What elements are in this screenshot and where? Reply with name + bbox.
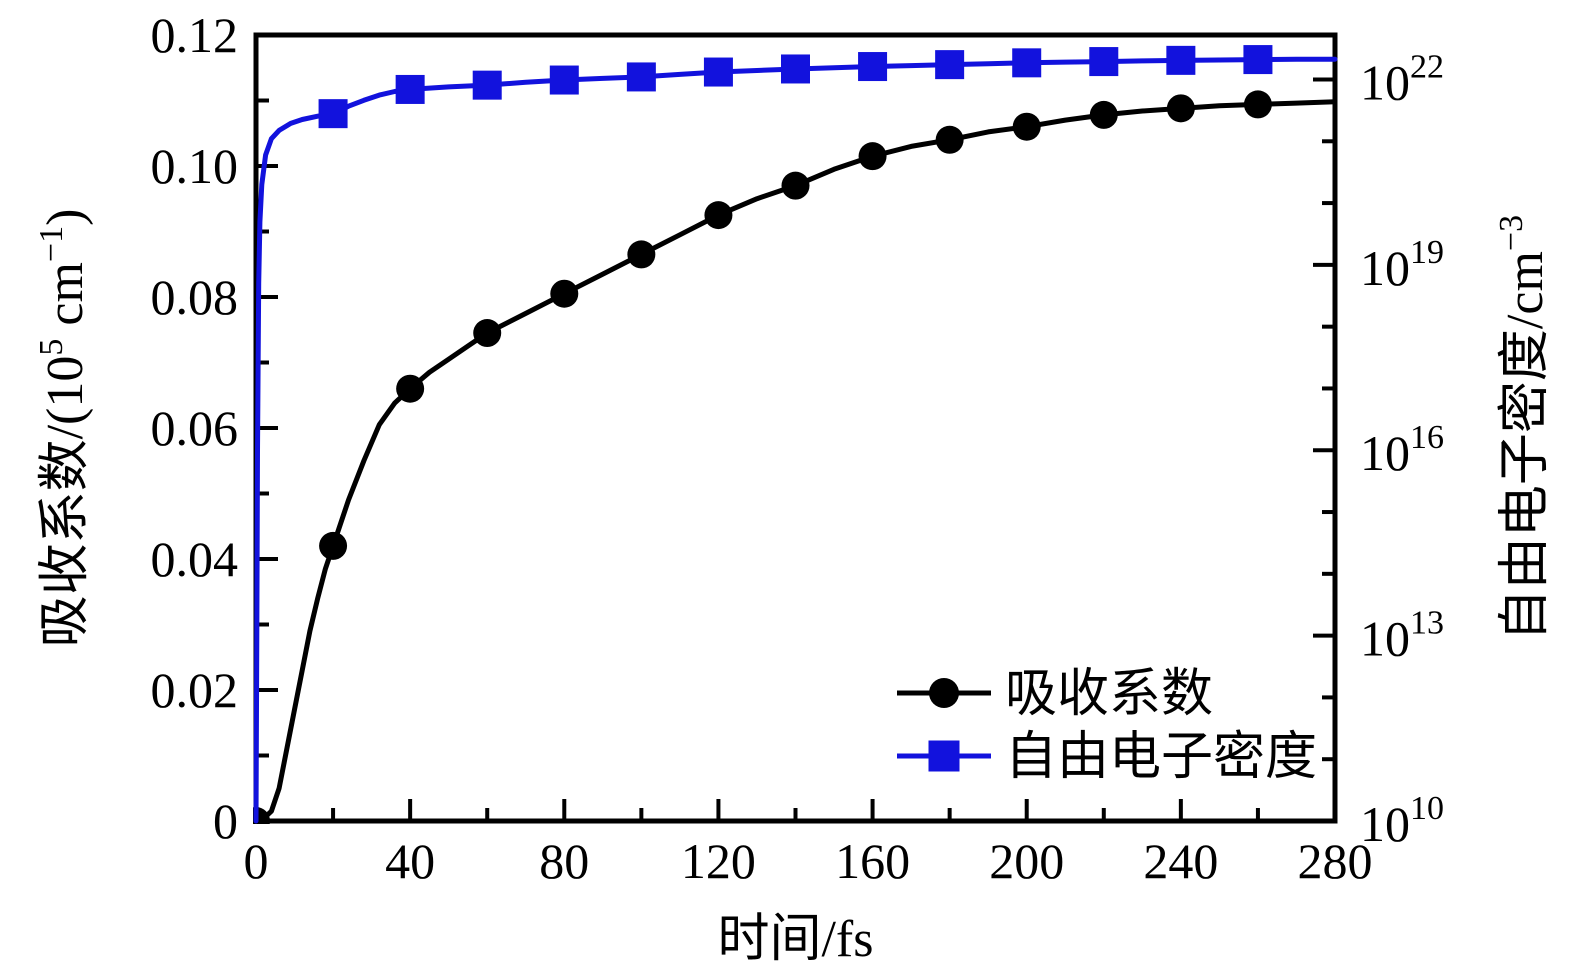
series-electron-density — [253, 45, 1338, 824]
data-point-square — [395, 74, 425, 104]
series-line — [253, 99, 1338, 824]
y-left-tick-label: 0.12 — [151, 7, 239, 63]
data-point-square — [858, 52, 888, 82]
x-tick-label: 160 — [835, 833, 910, 889]
y-left-tick-label: 0 — [213, 793, 238, 849]
data-point-circle — [473, 319, 502, 348]
y-left-tick-label: 0.10 — [151, 138, 239, 194]
y-left-tick-labels: 0 0.02 0.04 0.06 0.08 0.10 0.12 — [151, 7, 239, 849]
series-absorption — [253, 90, 1338, 824]
x-axis-title: 时间/fs — [717, 911, 873, 968]
y-left-tick-label: 0.08 — [151, 269, 239, 325]
y-right-axis-title: 自由电子密度/cm−3 — [1493, 215, 1554, 641]
legend-item-electron-density: 自由电子密度 — [897, 729, 1317, 786]
data-point-circle — [550, 279, 579, 308]
y-right-tick-label: 1013 — [1360, 605, 1444, 667]
data-point-square — [472, 70, 502, 100]
data-point-circle — [1166, 94, 1195, 123]
data-point-circle — [396, 374, 425, 403]
data-point-square — [626, 62, 656, 92]
data-point-circle — [1089, 100, 1118, 129]
data-point-circle — [319, 531, 348, 560]
y-right-tick-label: 1019 — [1360, 234, 1444, 296]
data-point-circle — [704, 201, 733, 230]
data-point-circle — [1243, 90, 1272, 119]
y-left-tick-label: 0.02 — [151, 662, 239, 718]
y-left-axis-title: 吸收系数/(105 cm−1) — [33, 209, 94, 648]
x-tick-labels: 0 40 80 120 160 200 240 280 — [244, 833, 1373, 889]
y-right-tick-label: 1022 — [1360, 48, 1444, 110]
x-tick-label: 200 — [989, 833, 1064, 889]
legend-label: 自由电子密度 — [1005, 729, 1317, 786]
x-tick-label: 280 — [1298, 833, 1373, 889]
y-right-tick-label: 1016 — [1360, 419, 1444, 481]
data-point-circle — [858, 142, 887, 171]
data-point-square — [1243, 45, 1273, 75]
data-point-circle — [935, 125, 964, 154]
data-point-square — [549, 65, 579, 95]
y-left-tick-label: 0.04 — [151, 531, 239, 587]
data-point-circle — [1012, 112, 1041, 141]
data-point-circle — [627, 240, 656, 269]
legend-marker-circle-icon — [929, 678, 959, 708]
x-tick-label: 40 — [385, 833, 435, 889]
y-left-tick-label: 0.06 — [151, 400, 239, 456]
x-tick-label: 240 — [1143, 833, 1218, 889]
data-point-square — [1089, 47, 1119, 77]
legend-marker-square-icon — [928, 740, 960, 772]
legend-label: 吸收系数 — [1005, 666, 1213, 723]
data-point-square — [1012, 48, 1042, 78]
x-tick-label: 120 — [681, 833, 756, 889]
series-line — [253, 56, 1338, 824]
data-point-square — [703, 57, 733, 87]
legend-item-absorption: 吸收系数 — [897, 666, 1213, 723]
y-right-tick-labels: 1022 1019 1016 1013 1010 — [1360, 48, 1444, 852]
y-right-tick-label: 1010 — [1360, 790, 1444, 852]
data-point-circle — [781, 171, 810, 200]
data-point-square — [1166, 45, 1196, 75]
data-point-square — [935, 50, 965, 80]
data-point-square — [781, 54, 810, 84]
x-tick-label: 0 — [244, 833, 269, 889]
data-point-square — [318, 99, 348, 129]
x-tick-label: 80 — [539, 833, 589, 889]
